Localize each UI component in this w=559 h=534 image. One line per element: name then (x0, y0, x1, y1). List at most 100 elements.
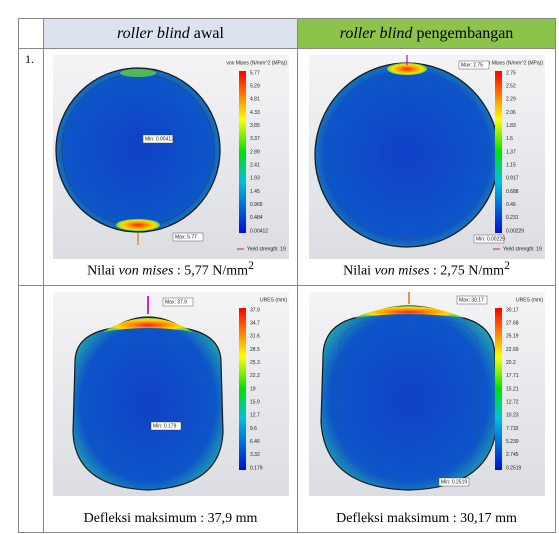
legend-label: 1.45 (250, 189, 260, 195)
caption-sup: 2 (504, 259, 510, 272)
min-label: Min: 0.00412 (145, 137, 174, 143)
legend-label: 3.85 (250, 123, 260, 129)
legend-label: 15.21 (506, 386, 519, 392)
caption: Nilai von mises : 5,77 N/mm2 (44, 259, 297, 280)
legend-label: 0.917 (506, 176, 519, 182)
legend-label: 0.00412 (250, 228, 268, 234)
legend-label: 37.9 (250, 307, 260, 313)
page: roller blind awal roller blind pengemban… (0, 0, 559, 534)
color-bar (495, 308, 502, 470)
fea-figure: URES (mm)37.934.731.628.525.322.21915.91… (53, 292, 289, 496)
legend-label: 9.6 (250, 426, 257, 432)
min-label: Min: 0.2519 (441, 480, 467, 486)
min-label: Min: 0.179 (153, 424, 177, 430)
caption-prefix: Nilai (343, 264, 371, 279)
legend-label: 1.93 (250, 176, 260, 182)
header-empty (19, 19, 44, 49)
caption-italic: von mises (375, 264, 430, 279)
legend-label: 2.75 (506, 70, 516, 76)
legend-label: 6.46 (250, 439, 260, 445)
legend-label: 1.83 (506, 123, 516, 129)
yield-label: Yield strength: 19 (247, 246, 286, 252)
hotspot (116, 219, 160, 231)
legend-label: 25.19 (506, 334, 519, 340)
legend-label: 2.41 (250, 162, 260, 168)
model (321, 306, 497, 490)
legend-label: 0.688 (506, 189, 519, 195)
legend-title: von Mises (N/mm^2 (MPa)) (226, 60, 287, 66)
figure-cell: von Mises (N/mm^2 (MPa)) 2.75 2.52 2.29 2.06… (298, 49, 556, 286)
legend-label: 19 (250, 386, 256, 392)
header-cell: roller blind pengembangan (298, 19, 556, 49)
fea-figure: von Mises (N/mm^2 (MPa)) 5.77 5.29 4.81 4.33… (53, 55, 289, 259)
legend-label: 12.72 (506, 399, 519, 405)
table-wrap: roller blind awal roller blind pengemban… (18, 18, 556, 533)
legend-label: 2.89 (250, 149, 260, 155)
model (73, 317, 223, 490)
caption: Nilai von mises : 2,75 N/mm2 (298, 259, 555, 280)
legend-label: 34.7 (250, 320, 260, 326)
color-bar (239, 308, 246, 470)
caption-sup: 2 (248, 259, 254, 272)
legend-title: URES (mm) (516, 297, 543, 303)
color-bar (239, 71, 246, 233)
caption: Defleksi maksimum : 37,9 mm (44, 511, 297, 527)
caption-prefix: Nilai (87, 264, 115, 279)
model (315, 63, 499, 247)
legend-label: 5.29 (250, 83, 260, 89)
legend-label: 5.239 (506, 439, 519, 445)
figure-cell: von Mises (N/mm^2 (MPa)) 5.77 5.29 4.81 4.33… (44, 49, 298, 286)
legend-label: 12.7 (250, 413, 260, 419)
legend-label: 1.37 (506, 149, 516, 155)
legend-label: 28.5 (250, 347, 260, 353)
legend-label: 10.23 (506, 413, 519, 419)
legend-title: von Mises (N/mm^2 (MPa)) (482, 60, 543, 66)
caption-text: Defleksi maksimum : 37,9 mm (84, 511, 258, 526)
legend-label: 2.52 (506, 83, 516, 89)
legend-label: 0.46 (506, 202, 516, 208)
caption: Defleksi maksimum : 30,17 mm (298, 511, 555, 527)
legend-label: 0.231 (506, 215, 519, 221)
legend-label: 30.17 (506, 307, 519, 313)
legend-label: 4.33 (250, 110, 260, 116)
caption-suffix: : 2,75 N/mm (433, 264, 504, 279)
legend-label: 0.00229 (506, 228, 524, 234)
max-label: Max: 5.77 (175, 235, 197, 241)
legend-label: 0.2519 (506, 465, 522, 471)
legend-label: 27.68 (506, 320, 519, 326)
caption-suffix: : 5,77 N/mm (177, 264, 248, 279)
legend-label: 1.6 (506, 136, 513, 142)
header-text: awal (194, 25, 224, 42)
row-number: 1. (19, 49, 44, 286)
rim (120, 69, 156, 77)
legend-label: 5.77 (250, 70, 260, 76)
legend-label: 22.69 (506, 347, 519, 353)
legend-label: 7.732 (506, 426, 519, 432)
legend-label: 17.71 (506, 373, 519, 379)
legend-label: 1.15 (506, 162, 516, 168)
legend-label: 2.06 (506, 110, 516, 116)
header-italic: roller blind (117, 25, 190, 42)
header-italic: roller blind (340, 25, 413, 42)
fea-figure: URES (mm)30.1727.6825.1922.6920.217.7115… (309, 292, 545, 496)
header-text: pengembangan (416, 25, 513, 42)
row-number-empty (19, 286, 44, 533)
result-table: roller blind awal roller blind pengemban… (18, 18, 556, 533)
fea-figure: von Mises (N/mm^2 (MPa)) 2.75 2.52 2.29 2.06… (309, 55, 545, 259)
caption-text: Defleksi maksimum : 30,17 mm (336, 511, 517, 526)
legend-label: 3.32 (250, 452, 260, 458)
legend-label: 4.81 (250, 97, 260, 103)
min-label: Min: 0.00229 (476, 237, 505, 243)
color-bar (495, 71, 502, 233)
max-label: Max: 37.9 (165, 300, 187, 306)
legend-label: 2.745 (506, 452, 519, 458)
legend-label: 2.29 (506, 97, 516, 103)
legend-title: URES (mm) (260, 297, 287, 303)
legend-label: 25.3 (250, 360, 260, 366)
yield-label: Yield strength: 19 (503, 246, 542, 252)
legend-label: 0.484 (250, 215, 263, 221)
caption-italic: von mises (119, 264, 174, 279)
legend-label: 0.965 (250, 202, 263, 208)
